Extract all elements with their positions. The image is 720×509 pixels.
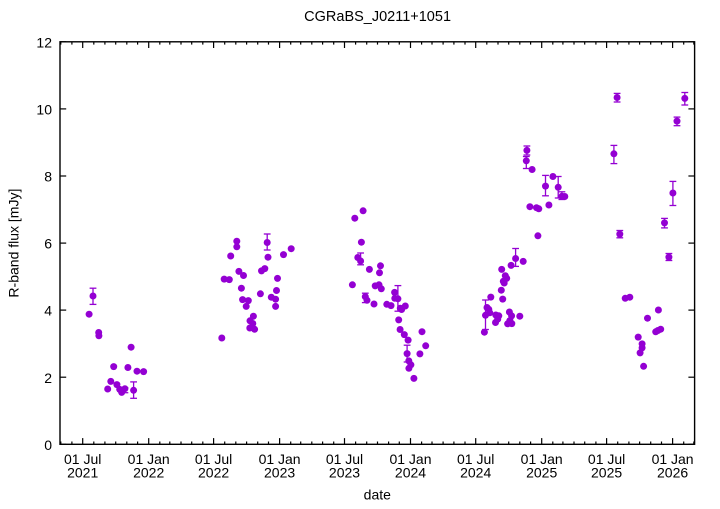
svg-text:2023: 2023 <box>329 465 360 481</box>
svg-text:0: 0 <box>44 437 52 453</box>
svg-text:01 Jan: 01 Jan <box>521 451 563 467</box>
svg-text:2021: 2021 <box>67 465 98 481</box>
svg-text:8: 8 <box>44 169 52 185</box>
svg-text:CGRaBS_J0211+1051: CGRaBS_J0211+1051 <box>304 9 451 25</box>
svg-text:01 Jul: 01 Jul <box>326 451 363 467</box>
svg-text:01 Jan: 01 Jan <box>128 451 170 467</box>
svg-text:2025: 2025 <box>591 465 622 481</box>
svg-text:01 Jan: 01 Jan <box>652 451 694 467</box>
svg-text:2024: 2024 <box>460 465 491 481</box>
svg-text:01 Jul: 01 Jul <box>457 451 494 467</box>
svg-text:01 Jul: 01 Jul <box>588 451 625 467</box>
svg-text:2025: 2025 <box>526 465 557 481</box>
svg-text:6: 6 <box>44 236 52 252</box>
svg-text:R-band flux [mJy]: R-band flux [mJy] <box>5 189 21 298</box>
svg-text:10: 10 <box>36 102 52 118</box>
svg-text:date: date <box>364 486 391 502</box>
svg-text:4: 4 <box>44 303 52 319</box>
svg-text:01 Jul: 01 Jul <box>195 451 232 467</box>
svg-text:12: 12 <box>36 34 52 50</box>
svg-text:2026: 2026 <box>657 465 688 481</box>
svg-text:2023: 2023 <box>264 465 295 481</box>
svg-text:01 Jul: 01 Jul <box>64 451 101 467</box>
svg-text:01 Jan: 01 Jan <box>389 451 431 467</box>
svg-text:2: 2 <box>44 370 52 386</box>
svg-text:01 Jan: 01 Jan <box>259 451 301 467</box>
svg-text:2022: 2022 <box>133 465 164 481</box>
svg-text:2022: 2022 <box>198 465 229 481</box>
svg-text:2024: 2024 <box>395 465 426 481</box>
